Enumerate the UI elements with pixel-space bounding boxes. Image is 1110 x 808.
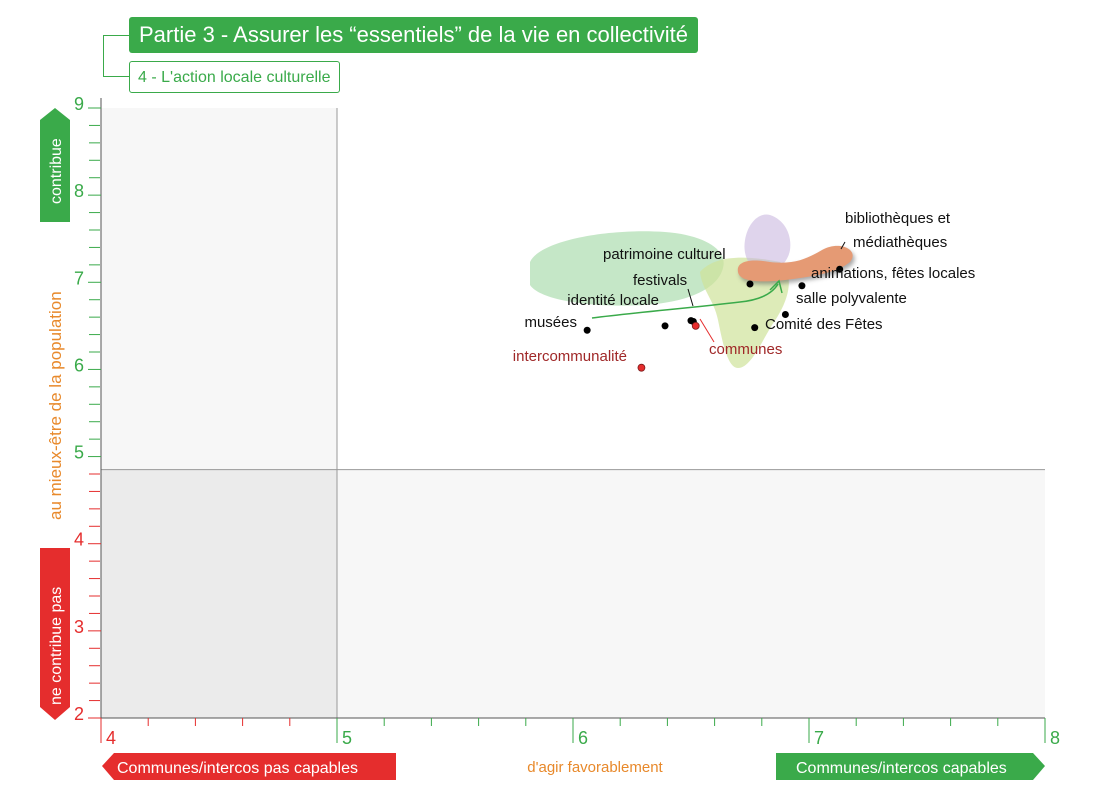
y-tick-label: 9 — [74, 94, 84, 114]
data-point — [751, 324, 759, 332]
data-point — [798, 282, 806, 290]
x-left-label: Communes/intercos pas capables — [117, 760, 358, 777]
x-tick-label: 7 — [814, 728, 824, 748]
x-right-badge — [776, 753, 1045, 780]
point-label-bibliotheques: bibliothèques et médiathèques — [845, 210, 951, 251]
point-label-festivals: festivals — [633, 272, 687, 289]
quadrant-bottom-left — [101, 469, 337, 718]
title-bracket-top — [103, 35, 129, 36]
point-label-salle: salle polyvalente — [796, 290, 907, 307]
point-label-identite-locale: identité locale — [567, 292, 659, 309]
data-point — [661, 322, 669, 330]
data-point — [746, 280, 754, 288]
leader-communes — [699, 318, 715, 343]
data-point — [637, 363, 646, 372]
point-label-patrimoine: patrimoine culturel — [603, 246, 726, 263]
y-top-badge — [40, 108, 70, 222]
quadrant-bottom-right — [337, 469, 1045, 718]
y-top-label: contribue — [48, 138, 65, 204]
y-tick-label: 8 — [74, 181, 84, 201]
y-tick-label: 6 — [74, 355, 84, 375]
axis-badges: contribue ne contribue pas au mieux-être d… — [40, 108, 1045, 780]
point-label-comite: Comité des Fêtes — [765, 316, 883, 333]
cluster-zone-purple — [744, 214, 791, 272]
leader-bibliotheques — [840, 241, 846, 250]
y-tick-label: 5 — [74, 443, 84, 463]
trend-arrow-line — [591, 283, 779, 319]
label-line: bibliothèques et — [845, 210, 951, 227]
data-points — [583, 265, 844, 372]
page-title: Partie 3 - Assurer les “essentiels” de l… — [129, 17, 699, 53]
label-line: médiathèques — [853, 234, 947, 251]
x-tick-label: 4 — [106, 728, 116, 748]
x-right-label: Communes/intercos capables — [796, 760, 1007, 777]
data-point — [583, 326, 591, 334]
cluster-zone-equipment — [700, 257, 789, 368]
y-tick-label: 7 — [74, 268, 84, 288]
y-axis-label: au mieux-être de la population — [46, 291, 65, 520]
leader-festivals — [687, 288, 694, 307]
cluster-band-animation — [737, 245, 853, 282]
point-labels: musées identité locale festivals patrimoine… — [513, 210, 975, 365]
point-label-communes: communes — [709, 341, 782, 358]
x-tick-label: 8 — [1050, 728, 1060, 748]
point-label-intercommunalite: intercommunalité — [513, 348, 627, 365]
data-point — [691, 321, 700, 330]
data-point — [836, 265, 844, 273]
cluster-zone-heritage — [530, 231, 724, 306]
cluster-zones — [530, 214, 855, 368]
trend-arrow-head — [769, 279, 783, 294]
data-point — [781, 311, 789, 319]
y-tick-label: 4 — [74, 530, 84, 550]
quadrant-top-left — [101, 108, 337, 470]
x-left-badge — [102, 753, 396, 780]
y-bottom-label: ne contribue pas — [48, 587, 65, 705]
x-tick-label: 6 — [578, 728, 588, 748]
y-bottom-badge — [40, 548, 70, 720]
x-tick-label: 5 — [342, 728, 352, 748]
point-label-musees: musées — [524, 314, 577, 331]
quadrant-backgrounds — [101, 108, 1045, 718]
title-bracket — [103, 35, 130, 77]
axes: 2 3 4 5 6 7 8 9 4 5 6 7 8 — [74, 94, 1060, 748]
y-tick-label: 3 — [74, 617, 84, 637]
x-axis-label: d'agir favorablement — [527, 759, 663, 776]
point-label-animations: animations, fêtes locales — [811, 265, 975, 282]
y-tick-label: 2 — [74, 704, 84, 724]
page-subtitle: 4 - L'action locale culturelle — [129, 61, 340, 93]
